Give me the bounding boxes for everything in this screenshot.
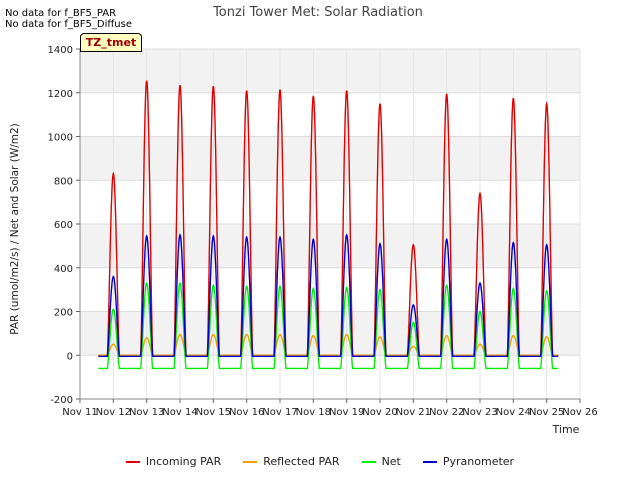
legend-label: Pyranometer <box>442 455 515 468</box>
x-tick-label: Nov 24 <box>496 407 531 418</box>
chart-title: Tonzi Tower Met: Solar Radiation <box>212 5 423 20</box>
series-line <box>98 233 559 357</box>
x-tick-label: Nov 21 <box>396 407 431 418</box>
plot-band <box>80 49 580 93</box>
x-tick-label: Nov 18 <box>296 407 331 418</box>
chart-legend: Incoming PAR Reflected PAR Net Pyranometer <box>0 455 640 468</box>
plot-band <box>80 311 580 356</box>
x-tick-label: Nov 20 <box>362 407 397 418</box>
y-tick-label: 800 <box>54 176 73 187</box>
series-line <box>98 281 559 370</box>
y-tick-label: 1400 <box>48 45 73 56</box>
y-tick-label: 600 <box>54 220 73 231</box>
x-tick-label: Nov 16 <box>229 407 264 418</box>
legend-swatch <box>422 460 437 463</box>
no-data-note-par: No data for f_BF5_PAR <box>5 8 117 19</box>
legend-swatch <box>361 460 376 463</box>
y-tick-label: 1000 <box>48 133 73 144</box>
plot-band <box>80 224 580 268</box>
x-tick-label: Nov 19 <box>329 407 364 418</box>
legend-item: Pyranometer <box>422 455 515 468</box>
legend-label: Reflected PAR <box>263 455 340 468</box>
y-axis-label: PAR (umol/m2/s) / Net and Solar (W/m2) <box>9 123 21 335</box>
x-tick-label: Nov 25 <box>529 407 564 418</box>
y-tick-label: 1200 <box>48 89 73 100</box>
y-tick-label: -200 <box>50 395 73 406</box>
x-tick-label: Nov 22 <box>429 407 464 418</box>
y-tick-label: 0 <box>67 351 73 362</box>
legend-item: Reflected PAR <box>243 455 340 468</box>
x-tick-label: Nov 17 <box>262 407 297 418</box>
x-axis-label: Time <box>552 423 580 436</box>
plot-band <box>80 136 580 181</box>
no-data-note-diffuse: No data for f_BF5_Diffuse <box>5 19 132 30</box>
legend-label: Net <box>381 455 401 468</box>
legend-item: Incoming PAR <box>125 455 222 468</box>
x-tick-label: Nov 11 <box>62 407 97 418</box>
x-tick-label: Nov 26 <box>562 407 597 418</box>
y-tick-label: 200 <box>54 308 73 319</box>
x-tick-label: Nov 14 <box>162 407 197 418</box>
legend-label: Incoming PAR <box>145 455 222 468</box>
legend-item: Net <box>361 455 401 468</box>
series-layer <box>98 80 559 370</box>
x-tick-label: Nov 23 <box>462 407 497 418</box>
x-tick-label: Nov 13 <box>129 407 164 418</box>
site-badge: TZ_tmet <box>80 33 142 52</box>
legend-swatch <box>125 460 140 463</box>
x-tick-label: Nov 12 <box>96 407 131 418</box>
legend-swatch <box>243 460 258 463</box>
x-tick-label: Nov 15 <box>196 407 231 418</box>
y-tick-label: 400 <box>54 264 73 275</box>
